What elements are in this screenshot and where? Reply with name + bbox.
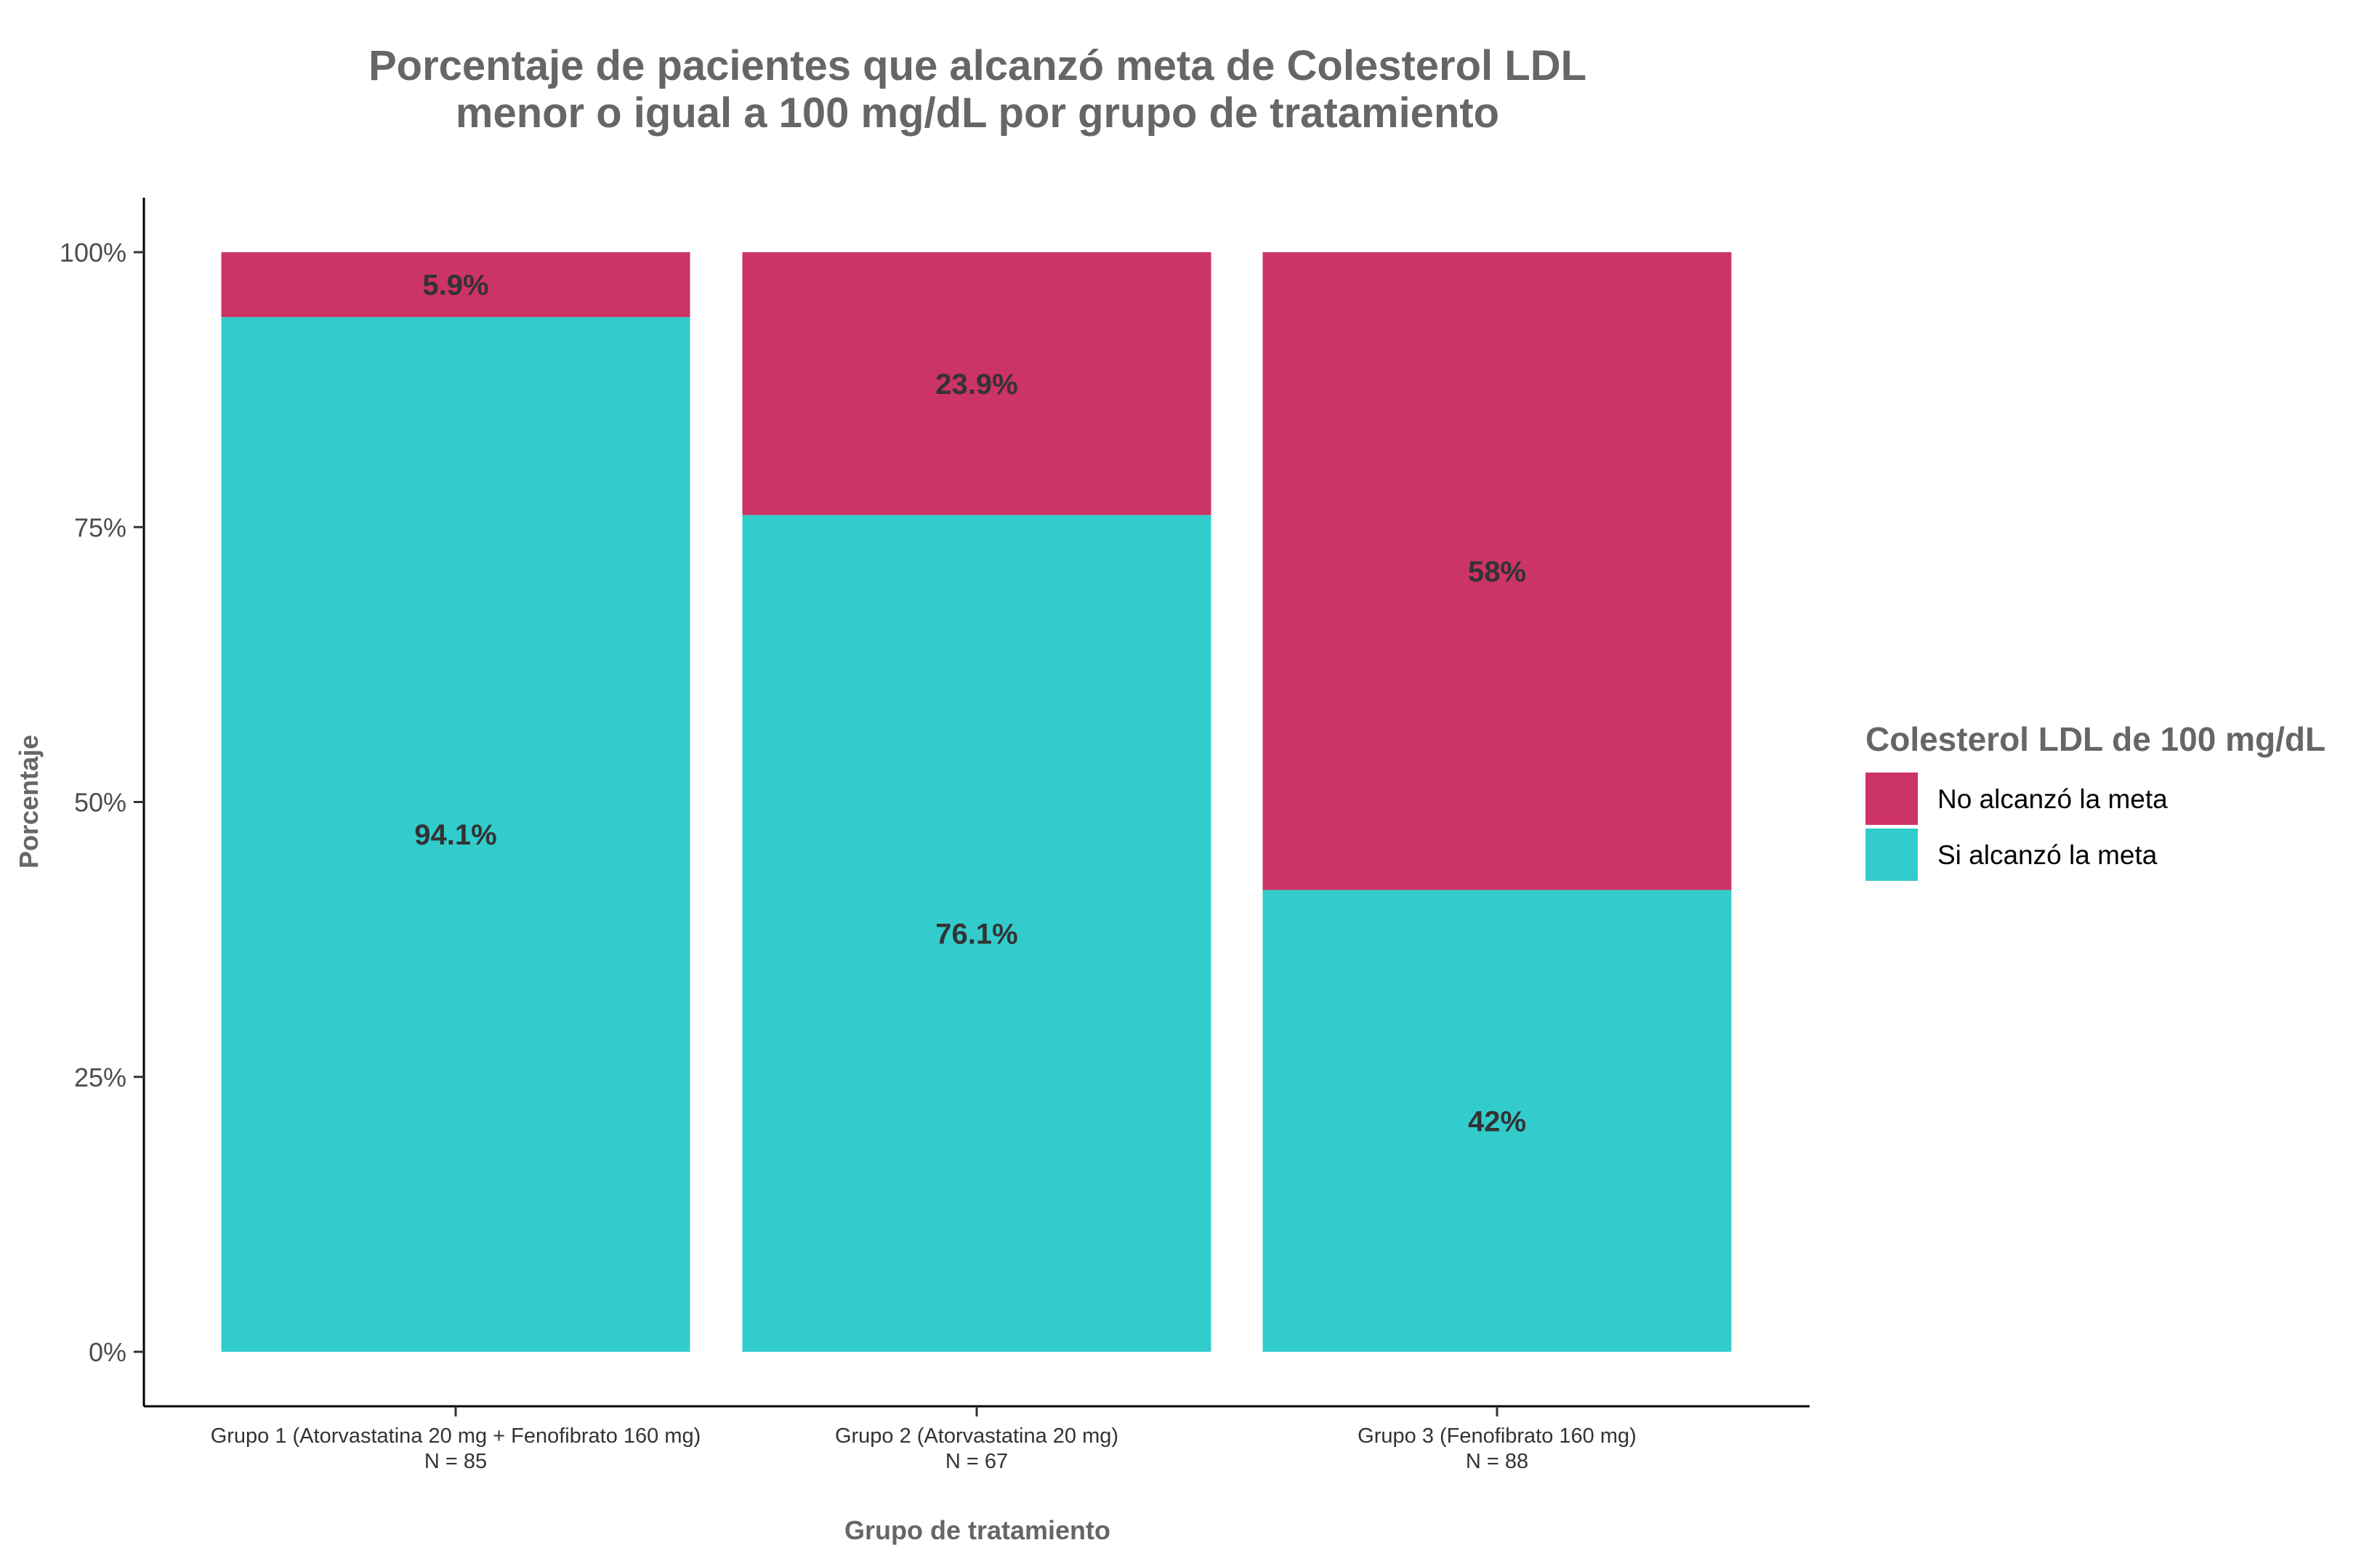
x-tick-label-group-2: Grupo 2 (Atorvastatina 20 mg)	[835, 1424, 1118, 1448]
bar-segment-no-alcanzo-group-3	[1262, 252, 1732, 890]
bars	[221, 252, 1732, 1353]
y-tick-label: 0%	[89, 1337, 126, 1367]
x-tick-n-group-2: N = 67	[945, 1450, 1008, 1473]
x-axis-ticks: Grupo 1 (Atorvastatina 20 mg + Fenofibra…	[211, 1406, 1637, 1473]
legend-label-si-alcanzo: Si alcanzó la meta	[1937, 840, 2158, 870]
bar-labels: 94.1% 5.9% 76.1% 23.9% 42% 58%	[414, 270, 1526, 1138]
legend-label-no-alcanzo: No alcanzó la meta	[1937, 784, 2168, 814]
data-label-si-alcanzo-group-3: 42%	[1468, 1105, 1526, 1137]
x-tick-label-group-3: Grupo 3 (Fenofibrato 160 mg)	[1358, 1424, 1637, 1448]
legend-title: Colesterol LDL de 100 mg/dL	[1865, 720, 2325, 758]
bar-segment-si-alcanzo-group-2	[742, 515, 1211, 1353]
legend-swatch-si-alcanzo	[1865, 829, 1918, 881]
y-tick-label: 75%	[74, 512, 126, 542]
x-tick-n-group-1: N = 85	[424, 1450, 487, 1473]
y-axis-title: Porcentaje	[14, 735, 44, 868]
bar-segment-no-alcanzo-group-2	[742, 252, 1211, 515]
data-label-no-alcanzo-group-2: 23.9%	[935, 368, 1017, 400]
x-axis-title: Grupo de tratamiento	[844, 1515, 1110, 1545]
bar-segment-si-alcanzo-group-1	[221, 317, 690, 1353]
data-label-no-alcanzo-group-3: 58%	[1468, 556, 1526, 588]
legend: Colesterol LDL de 100 mg/dL No alcanzó l…	[1865, 720, 2325, 881]
y-tick-label: 100%	[60, 238, 126, 267]
data-label-no-alcanzo-group-1: 5.9%	[422, 270, 488, 302]
bar-segment-no-alcanzo-group-1	[221, 252, 690, 318]
chart-title-line-2: menor o igual a 100 mg/dL por grupo de t…	[456, 89, 1499, 137]
y-tick-label: 50%	[74, 788, 126, 818]
chart-title: Porcentaje de pacientes que alcanzó meta…	[368, 42, 1586, 137]
bar-segment-si-alcanzo-group-3	[1262, 890, 1732, 1352]
x-tick-label-group-1: Grupo 1 (Atorvastatina 20 mg + Fenofibra…	[211, 1424, 701, 1448]
y-tick-label: 25%	[74, 1063, 126, 1092]
y-axis-ticks: 0% 25% 50% 75% 100%	[60, 238, 144, 1367]
data-label-si-alcanzo-group-1: 94.1%	[414, 819, 496, 851]
legend-swatch-no-alcanzo	[1865, 773, 1918, 825]
data-label-si-alcanzo-group-2: 76.1%	[935, 918, 1017, 950]
x-tick-n-group-3: N = 88	[1466, 1450, 1528, 1473]
chart-title-line-1: Porcentaje de pacientes que alcanzó meta…	[368, 42, 1586, 89]
